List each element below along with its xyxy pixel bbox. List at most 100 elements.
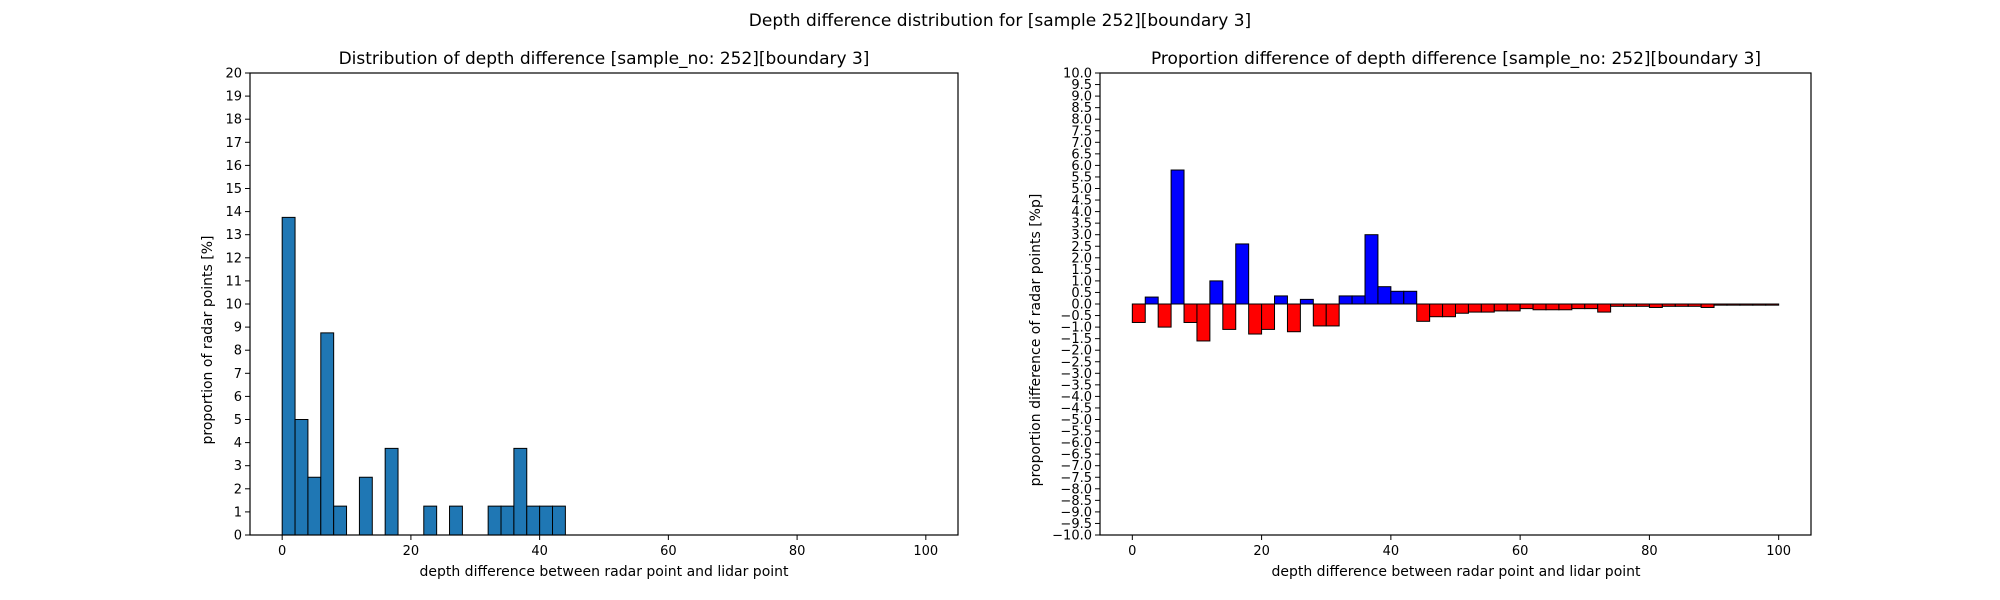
proportion-difference-bar-7	[1222, 303, 1237, 330]
proportion-difference-y-tick-label-32: 6.0	[1071, 159, 1092, 174]
distribution-y-tick-label-19: 19	[225, 90, 242, 105]
proportion-difference-y-tick-label-20: 0.0	[1071, 298, 1092, 313]
proportion-difference-y-tick-label-7: −6.5	[1060, 448, 1092, 463]
distribution-x-tick-label-4: 80	[789, 544, 806, 559]
proportion-difference-y-tick-label-5: −7.5	[1060, 471, 1092, 486]
distribution-bar-10	[500, 505, 515, 536]
distribution-y-tick-label-14: 14	[225, 205, 242, 220]
proportion-difference-bar-16	[1338, 295, 1353, 305]
proportion-difference-bar-10	[1261, 303, 1276, 330]
proportion-difference-y-tick-label-18: −1.0	[1060, 321, 1092, 336]
proportion-difference-y-tick-label-39: 9.5	[1071, 78, 1092, 93]
proportion-difference-bar-9	[1248, 303, 1263, 335]
distribution-bar-11	[513, 447, 528, 536]
distribution-bar-5	[358, 476, 373, 536]
distribution-bar-2	[307, 476, 322, 536]
proportion-difference-bar-43	[1687, 303, 1702, 307]
proportion-difference-y-tick-label-14: −3.0	[1060, 367, 1092, 382]
figure-suptitle: Depth difference distribution for [sampl…	[749, 11, 1251, 31]
proportion-difference-bar-34	[1571, 303, 1586, 310]
proportion-difference-bar-20	[1390, 290, 1405, 305]
distribution-y-tick-label-3: 3	[234, 459, 242, 474]
distribution-y-tick-label-9: 9	[234, 321, 242, 336]
proportion-difference-axes: 0 20 40 60 80 100 −10.0−9.5−9.0−8.5−8.0−7.5−7.…	[1052, 67, 1812, 559]
proportion-difference-bar-8	[1235, 243, 1250, 305]
distribution-y-tick-label-12: 12	[225, 251, 242, 266]
proportion-difference-bar-6	[1209, 280, 1224, 305]
proportion-difference-bar-35	[1584, 303, 1599, 310]
proportion-difference-y-tick-label-21: 0.5	[1071, 286, 1092, 301]
proportion-difference-bar-22	[1416, 303, 1431, 322]
distribution-bar-12	[526, 505, 541, 536]
proportion-difference-bar-14	[1312, 303, 1327, 327]
proportion-difference-bar-15	[1325, 303, 1340, 327]
proportion-difference-y-tick-label-29: 4.5	[1071, 194, 1092, 209]
proportion-difference-x-axis-label: depth difference between radar point and…	[1271, 564, 1641, 580]
proportion-difference-bar-29	[1506, 303, 1521, 312]
proportion-difference-bar-44	[1700, 303, 1715, 308]
proportion-difference-y-tick-label-25: 2.5	[1071, 240, 1092, 255]
proportion-difference-bar-38	[1623, 303, 1637, 307]
proportion-difference-bar-5	[1196, 303, 1211, 342]
proportion-difference-y-tick-label-24: 2.0	[1071, 251, 1092, 266]
proportion-difference-y-tick-label-17: −1.5	[1060, 332, 1092, 347]
proportion-difference-bar-49	[1765, 303, 1780, 306]
distribution-bar-13	[539, 505, 554, 536]
distribution-y-tick-label-10: 10	[225, 298, 242, 313]
proportion-difference-bar-19	[1377, 286, 1392, 305]
distribution-y-tick-label-7: 7	[234, 367, 242, 382]
proportion-difference-bar-40	[1648, 303, 1663, 308]
distribution-x-tick-label-1: 20	[403, 544, 420, 559]
proportion-difference-y-tick-label-23: 1.5	[1071, 263, 1092, 278]
proportion-difference-y-tick-label-0: −10.0	[1052, 529, 1092, 544]
distribution-x-tick-label-5: 100	[913, 544, 938, 559]
distribution-y-tick-label-0: 0	[234, 529, 242, 544]
proportion-difference-bar-18	[1364, 234, 1379, 305]
proportion-difference-bar-27	[1480, 303, 1495, 313]
proportion-difference-bar-48	[1752, 303, 1767, 306]
distribution-bar-7	[423, 505, 438, 536]
proportion-difference-y-tick-label-38: 9.0	[1071, 90, 1092, 105]
proportion-difference-chart-title: Proportion difference of depth differenc…	[1151, 49, 1761, 69]
proportion-difference-y-tick-label-2: −9.0	[1060, 505, 1092, 520]
proportion-difference-y-tick-label-8: −6.0	[1060, 436, 1092, 451]
distribution-x-tick-label-2: 40	[531, 544, 548, 559]
proportion-difference-y-tick-label-28: 4.0	[1071, 205, 1092, 220]
proportion-difference-y-tick-label-34: 7.0	[1071, 136, 1092, 151]
proportion-difference-x-tick-label-4: 80	[1641, 544, 1658, 559]
distribution-y-tick-label-17: 17	[225, 136, 242, 151]
distribution-y-tick-label-11: 11	[225, 274, 242, 289]
distribution-y-tick-label-4: 4	[234, 436, 242, 451]
proportion-difference-bar-12	[1286, 303, 1301, 333]
proportion-difference-bar-24	[1442, 303, 1456, 318]
proportion-difference-x-tick-label-5: 100	[1766, 544, 1791, 559]
proportion-difference-bar-17	[1351, 295, 1366, 305]
distribution-y-tick-label-15: 15	[225, 182, 242, 197]
proportion-difference-y-tick-label-11: −4.5	[1060, 401, 1092, 416]
proportion-difference-bar-3	[1170, 169, 1185, 305]
proportion-difference-y-tick-label-12: −4.0	[1060, 390, 1092, 405]
distribution-y-tick-label-8: 8	[234, 344, 242, 359]
proportion-difference-bars	[1131, 169, 1780, 342]
proportion-difference-y-tick-label-27: 3.5	[1071, 217, 1092, 232]
distribution-bars	[281, 216, 566, 536]
distribution-x-axis-label: depth difference between radar point and…	[419, 564, 789, 580]
proportion-difference-y-tick-label-13: −3.5	[1060, 378, 1092, 393]
proportion-difference-x-tick-label-2: 40	[1383, 544, 1400, 559]
proportion-difference-bar-30	[1519, 303, 1534, 310]
proportion-difference-y-tick-label-16: −2.0	[1060, 344, 1092, 359]
distribution-chart-title: Distribution of depth difference [sample…	[339, 49, 870, 69]
proportion-difference-y-tick-label-3: −8.5	[1060, 494, 1092, 509]
proportion-difference-x-tick-label-1: 20	[1253, 544, 1270, 559]
proportion-difference-bar-45	[1713, 303, 1728, 306]
distribution-x-tick-label-0: 0	[278, 544, 286, 559]
distribution-chart: Distribution of depth difference [sample…	[200, 49, 959, 580]
distribution-bar-14	[552, 505, 566, 536]
proportion-difference-bar-37	[1610, 303, 1625, 307]
proportion-difference-y-tick-label-31: 5.5	[1071, 170, 1092, 185]
distribution-bar-8	[449, 505, 463, 536]
distribution-bar-3	[320, 332, 335, 536]
proportion-difference-bar-31	[1532, 303, 1547, 311]
proportion-difference-bar-32	[1545, 303, 1560, 311]
distribution-bar-9	[487, 505, 502, 536]
